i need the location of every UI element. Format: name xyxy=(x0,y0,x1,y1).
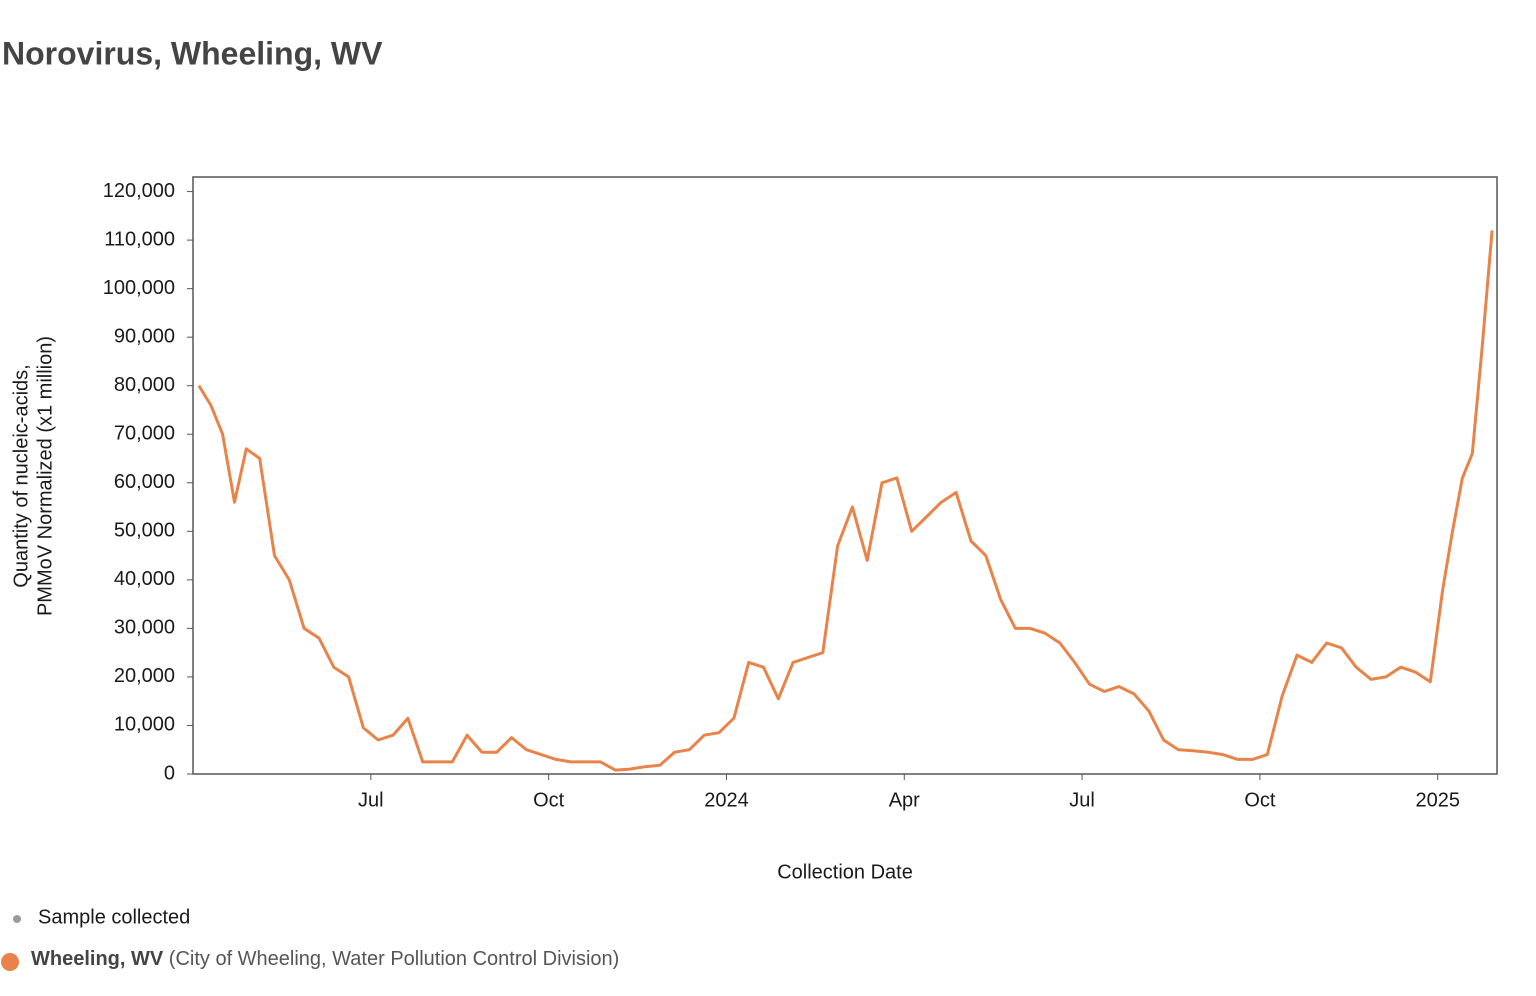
plot-frame xyxy=(192,176,1498,775)
x-tick-label: Apr xyxy=(889,789,920,811)
x-axis-label: Collection Date xyxy=(777,861,913,883)
y-tick-label: 90,000 xyxy=(114,325,175,347)
y-tick-label: 100,000 xyxy=(103,277,175,299)
x-tick-label: Oct xyxy=(1244,789,1276,811)
legend-sample-dot xyxy=(13,915,21,923)
legend-sample-label: Sample collected xyxy=(38,906,190,928)
legend-series-dot xyxy=(1,953,19,971)
y-tick-label: 30,000 xyxy=(114,617,175,639)
x-tick-label: Jul xyxy=(358,789,384,811)
legend-series: Wheeling, WV (City of Wheeling, Water Po… xyxy=(31,948,619,970)
y-axis-label-line: PMMoV Normalized (x1 million) xyxy=(34,336,56,616)
legend-series-source: (City of Wheeling, Water Pollution Contr… xyxy=(169,948,620,970)
y-axis-label-line: Quantity of nucleic-acids, xyxy=(10,364,32,587)
x-tick-label: 2025 xyxy=(1415,789,1460,811)
y-tick-label: 20,000 xyxy=(114,665,175,687)
y-tick-label: 60,000 xyxy=(114,471,175,493)
x-tick-label: Oct xyxy=(533,789,565,811)
y-tick-label: 120,000 xyxy=(103,180,175,202)
series-line xyxy=(197,230,1494,772)
x-tick-label: Jul xyxy=(1069,789,1095,811)
y-tick-label: 10,000 xyxy=(114,714,175,736)
legend-series-name: Wheeling, WV xyxy=(31,948,164,970)
chart-title: Norovirus, Wheeling, WV xyxy=(2,35,383,71)
y-tick-label: 0 xyxy=(164,762,175,784)
y-tick-label: 80,000 xyxy=(114,374,175,396)
y-tick-label: 50,000 xyxy=(114,520,175,542)
y-axis-label: Quantity of nucleic-acids, PMMoV Normali… xyxy=(10,336,56,616)
y-tick-label: 40,000 xyxy=(114,568,175,590)
x-tick-label: 2024 xyxy=(704,789,749,811)
y-tick-label: 110,000 xyxy=(104,228,175,250)
y-tick-label: 70,000 xyxy=(114,423,175,445)
